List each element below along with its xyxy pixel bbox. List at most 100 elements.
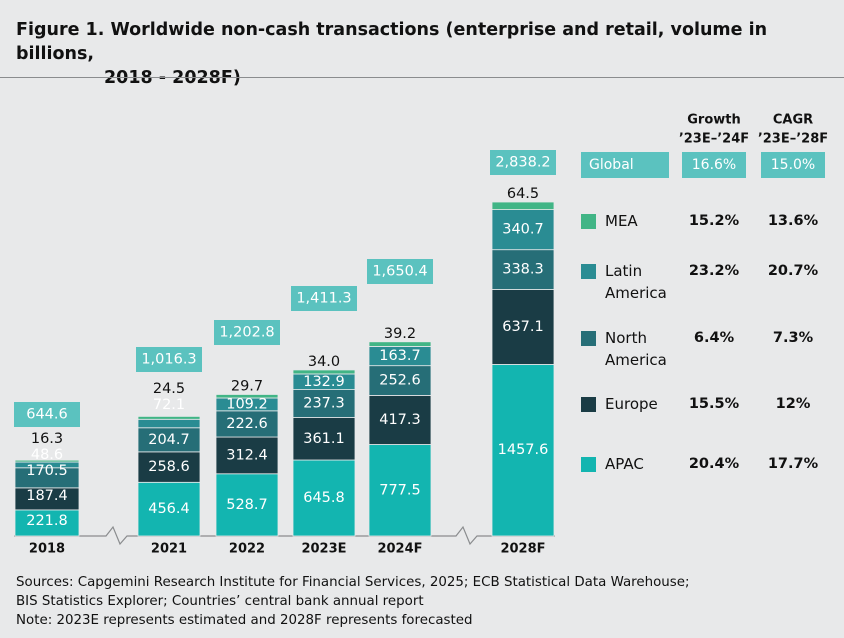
total-label: 2,838.2 (495, 155, 550, 171)
bar-value-label-north-america: 237.3 (303, 396, 345, 412)
bar-value-label-north-america: 204.7 (148, 432, 190, 448)
bar-value-label-mea: 34.0 (308, 354, 340, 370)
x-tick-label: 2028F (500, 542, 545, 557)
bar-segment-north-america (137, 427, 201, 453)
growth-value-north-america: 6.4% (694, 330, 735, 346)
growth-value-latin-america: 23.2% (689, 263, 740, 279)
x-tick-label: 2022 (229, 542, 265, 557)
table-header-growth: Growth (687, 113, 741, 128)
bar-value-label-apac: 1457.6 (498, 442, 549, 458)
global-label: Global (589, 157, 634, 173)
bar-value-label-apac: 456.4 (148, 501, 190, 517)
legend-label-latin-america: America (605, 284, 667, 302)
total-box (291, 286, 357, 311)
global-cagr-value: 15.0% (771, 157, 815, 173)
total-label: 1,411.3 (296, 291, 351, 307)
growth-value-apac: 20.4% (689, 456, 740, 472)
bar-segment-mea (292, 369, 356, 375)
legend-swatch-europe (581, 397, 596, 412)
bar-segment-latin-america (491, 209, 555, 251)
bar-value-label-latin-america: 109.2 (226, 396, 268, 412)
x-tick-label: 2018 (29, 542, 65, 557)
bar-value-label-apac: 221.8 (26, 513, 68, 529)
legend-label-north-america: North (605, 329, 647, 347)
bar-value-label-latin-america: 48.6 (31, 447, 63, 463)
bar-segment-apac (137, 481, 201, 537)
cagr-value-mea: 13.6% (768, 213, 819, 229)
stacked-bar-chart: 221.8 187.4 170.548.616.3 644.6 2018 456.4 258… (14, 113, 828, 557)
bar-segment-mea (368, 341, 432, 347)
cagr-value-north-america: 7.3% (773, 330, 814, 346)
bar-segment-apac (491, 364, 555, 537)
sources-note: Sources: Capgemini Research Institute fo… (16, 573, 836, 630)
bar-segment-apac (215, 473, 279, 537)
bar-segment-mea (14, 459, 80, 463)
table-header-growth-period: ’23E–’24F (679, 132, 749, 147)
bar-value-label-mea: 39.2 (384, 326, 416, 342)
bar-value-label-apac: 645.8 (303, 490, 345, 506)
growth-value-mea: 15.2% (689, 213, 740, 229)
global-growth-box (682, 152, 746, 178)
table-header-cagr-period: ’23E–’28F (758, 132, 828, 147)
title-divider (0, 77, 844, 78)
legend-swatch-north-america (581, 331, 596, 346)
bar-segment-apac (292, 459, 356, 537)
cagr-value-latin-america: 20.7% (768, 263, 819, 279)
chart-title-line-2: 2018 - 2028F) (104, 68, 241, 88)
bar-value-label-europe: 258.6 (148, 459, 190, 475)
global-box (581, 152, 669, 178)
sources-line: BIS Statistics Explorer; Countries’ cent… (16, 594, 424, 609)
x-axis-line (14, 525, 555, 546)
total-label: 1,650.4 (372, 264, 427, 280)
legend-label-latin-america: Latin (605, 262, 642, 280)
bar-value-label-europe: 637.1 (502, 319, 544, 335)
legend-swatch-latin-america (581, 264, 596, 279)
table-header-cagr: CAGR (773, 113, 813, 128)
legend-swatch-apac (581, 457, 596, 472)
bar-value-label-mea: 16.3 (31, 431, 63, 447)
legend-label-mea: MEA (605, 212, 638, 230)
sources-line: Sources: Capgemini Research Institute fo… (16, 575, 690, 590)
chart-title: Figure 1. Worldwide non-cash transaction… (16, 18, 836, 90)
x-tick-label: 2021 (151, 542, 187, 557)
bar-value-label-mea: 29.7 (231, 378, 263, 394)
growth-value-europe: 15.5% (689, 396, 740, 412)
bar-segment-europe (215, 436, 279, 475)
legend-label-europe: Europe (605, 395, 658, 413)
bar-value-label-mea: 24.5 (153, 381, 185, 397)
legend-label-apac: APAC (605, 455, 644, 473)
bar-value-label-mea: 64.5 (507, 186, 539, 202)
bar-value-label-europe: 312.4 (226, 447, 268, 463)
bar-value-label-north-america: 338.3 (502, 262, 544, 278)
chart-title-line-1: Figure 1. Worldwide non-cash transaction… (16, 20, 768, 64)
total-box (214, 320, 280, 345)
bar-value-label-latin-america: 163.7 (379, 348, 421, 364)
cagr-value-apac: 17.7% (768, 456, 819, 472)
note-line: Note: 2023E represents estimated and 202… (16, 613, 473, 628)
bar-value-label-apac: 528.7 (226, 497, 268, 513)
total-box (136, 347, 202, 372)
total-label: 644.6 (26, 407, 68, 423)
bar-segment-apac (368, 444, 432, 537)
bar-segment-apac (14, 509, 80, 537)
bar-value-label-europe: 361.1 (303, 431, 345, 447)
bar-value-label-europe: 187.4 (26, 488, 68, 504)
bar-value-label-north-america: 222.6 (226, 416, 268, 432)
x-tick-label: 2024F (377, 542, 422, 557)
bar-segment-europe (491, 289, 555, 365)
bar-value-label-europe: 417.3 (379, 412, 421, 428)
bar-segment-latin-america (137, 418, 201, 429)
x-tick-label: 2023E (301, 542, 346, 557)
global-cagr-box (761, 152, 825, 178)
total-box (490, 150, 556, 175)
total-box (367, 259, 433, 284)
bar-value-label-latin-america: 132.9 (303, 374, 345, 390)
total-box (14, 402, 80, 427)
cagr-value-europe: 12% (776, 396, 811, 412)
legend-label-north-america: America (605, 351, 667, 369)
bar-segment-europe (292, 417, 356, 461)
total-label: 1,202.8 (219, 325, 274, 341)
bar-segment-mea (491, 201, 555, 210)
bar-value-label-north-america: 252.6 (379, 373, 421, 389)
legend-swatch-mea (581, 214, 596, 229)
